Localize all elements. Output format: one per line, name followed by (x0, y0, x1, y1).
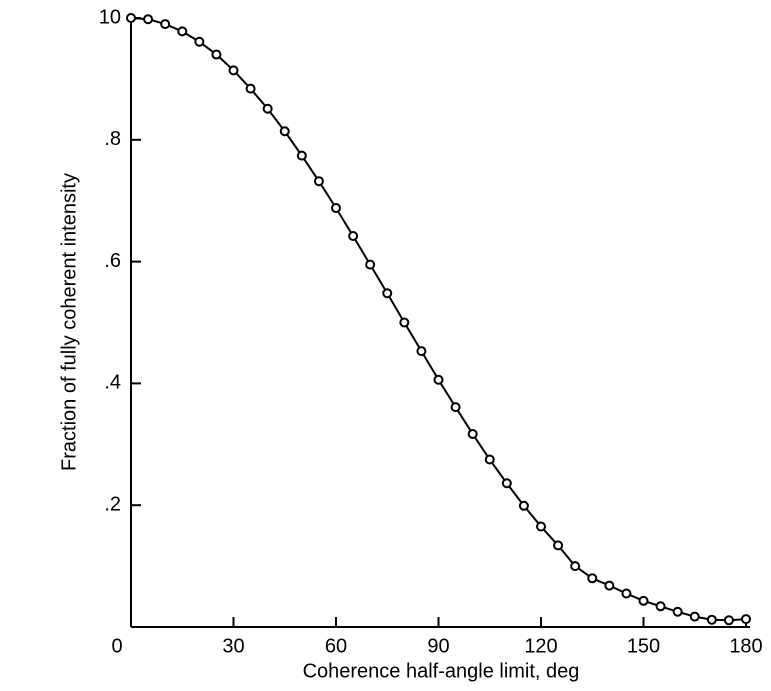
marker (433, 374, 444, 385)
marker (228, 65, 239, 76)
marker (536, 521, 546, 532)
marker (723, 615, 734, 626)
x-tick-label: 150 (627, 635, 660, 657)
marker (501, 478, 512, 489)
x-tick-label: 180 (729, 635, 762, 657)
marker (638, 595, 649, 606)
marker (621, 588, 632, 599)
marker (604, 580, 615, 591)
line (130, 17, 747, 622)
marker (570, 561, 581, 572)
y-tick-label: .4 (104, 372, 121, 394)
marker (706, 614, 717, 625)
y-tick-label: .2 (104, 493, 121, 515)
marker (450, 402, 461, 413)
x-axis-label: Coherence half-angle limit, deg (303, 660, 580, 682)
marker (211, 49, 222, 60)
x-tick-label: 90 (427, 635, 449, 657)
marker (655, 601, 666, 612)
marker (741, 614, 751, 625)
y-tick-label: .6 (104, 250, 121, 272)
marker (416, 346, 427, 357)
marker (467, 428, 478, 439)
x-tick-label: 0 (111, 635, 122, 657)
marker (365, 259, 376, 270)
marker (553, 540, 564, 551)
y-tick-label: 10 (99, 6, 121, 28)
marker (126, 13, 136, 23)
marker (177, 26, 188, 37)
marker (245, 83, 256, 94)
marker (587, 573, 598, 584)
marker (484, 454, 495, 465)
marker (313, 176, 324, 187)
marker (262, 103, 273, 114)
x-tick-label: 60 (325, 635, 347, 657)
x-tick-label: 30 (222, 635, 244, 657)
marker (348, 231, 359, 242)
y-axis-label: Fraction of fully coherent intensity (58, 173, 80, 471)
marker (518, 500, 529, 511)
x-tick-label: 120 (524, 635, 557, 657)
marker (382, 288, 393, 299)
marker (160, 19, 171, 30)
marker (143, 14, 154, 25)
marker (194, 36, 205, 47)
marker (689, 611, 700, 622)
marker (399, 317, 410, 328)
marker (279, 126, 290, 137)
marker (672, 606, 683, 617)
marker (296, 150, 307, 161)
marker (331, 203, 341, 214)
y-tick-label: .8 (104, 128, 121, 150)
